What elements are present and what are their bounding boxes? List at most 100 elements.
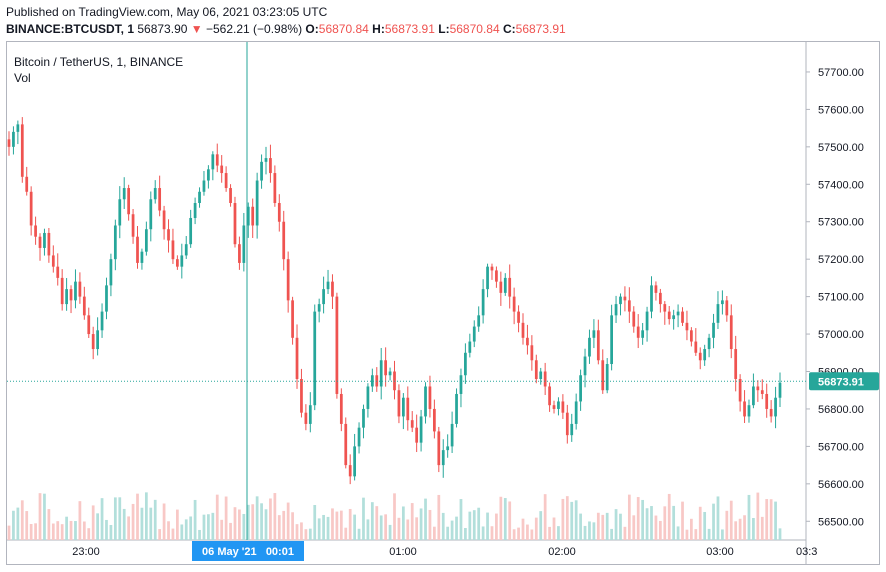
volume-bar (43, 493, 46, 540)
candle-body (326, 281, 330, 290)
volume-bar (251, 504, 255, 540)
price-change: −562.21 (−0.98%) (206, 22, 303, 36)
candle-body (464, 352, 467, 376)
candle-body (158, 188, 162, 211)
price-tick-label: 57400.00 (818, 179, 864, 191)
candle-body (207, 169, 210, 181)
candle-body (667, 311, 671, 320)
candle-body (344, 423, 348, 466)
volume-bar (654, 515, 658, 540)
candle-body (282, 221, 286, 260)
candle-body (246, 206, 250, 226)
candle-body (512, 296, 516, 312)
candle-body (286, 259, 290, 301)
candle-body (91, 334, 95, 350)
candle-body (521, 322, 525, 338)
candle-body (752, 386, 755, 406)
volume-bar (658, 520, 662, 540)
candle-body (167, 229, 170, 241)
time-tick-label: 23:00 (72, 546, 100, 558)
candle-body (676, 311, 680, 316)
volume-bar (269, 498, 272, 540)
volume-bar (495, 513, 498, 540)
volume-bar (632, 515, 636, 540)
candle-body (561, 401, 565, 413)
volume-bar (437, 494, 441, 540)
candle-body (455, 393, 458, 424)
volume-bar (260, 503, 263, 540)
volume-bar (300, 522, 303, 540)
candle-body (645, 311, 649, 331)
candle-body (446, 446, 450, 451)
volume-bar (207, 514, 210, 540)
candle-body (477, 315, 481, 327)
candle-body (122, 188, 126, 200)
volume-bar (521, 518, 525, 540)
candle-body (379, 360, 383, 387)
volume-bar (433, 526, 436, 540)
candle-body (144, 229, 148, 252)
candle-body (397, 390, 401, 417)
volume-bar (105, 519, 108, 540)
volume-bar (255, 496, 259, 540)
volume-bar (313, 505, 317, 540)
time-tick-label: 03:3 (796, 546, 817, 558)
candle-body (685, 322, 689, 331)
candle-body (734, 349, 738, 379)
volume-bar (712, 503, 715, 540)
candle-body (82, 296, 86, 316)
time-tick-label: 01:00 (389, 546, 417, 558)
volume-bar (623, 526, 627, 540)
volume-bar (238, 509, 241, 540)
volume-bar (131, 503, 135, 540)
candle-body (180, 255, 184, 267)
volume-bar (233, 507, 237, 540)
volume-bar (526, 524, 529, 540)
volume-bar (366, 519, 370, 540)
candle-body (419, 416, 423, 443)
candle-body (184, 244, 188, 256)
candle-body (20, 124, 24, 177)
candle-body (663, 304, 667, 312)
high-value: 56873.91 (384, 22, 435, 36)
candle-body (242, 225, 246, 263)
volume-bar (596, 512, 600, 540)
candle-body (238, 244, 241, 263)
candle-body (605, 364, 609, 391)
candle-body (526, 337, 529, 346)
volume-bar (34, 523, 37, 540)
volume-bar (202, 514, 206, 540)
volume-bar (184, 519, 188, 540)
price-tick-label: 57300.00 (818, 217, 864, 229)
volume-bar (393, 493, 396, 540)
candle-body (650, 285, 653, 312)
volume-bar (477, 507, 481, 540)
symbol-label: BINANCE:BTCUSDT, 1 (6, 22, 135, 36)
volume-bar (676, 526, 680, 540)
candle-body (264, 158, 268, 162)
price-tick-label: 57500.00 (818, 142, 864, 154)
candle-body (60, 277, 64, 305)
volume-bar (729, 500, 733, 540)
candle-body (96, 330, 99, 350)
close-label: C: (502, 22, 516, 36)
volume-bar (362, 497, 365, 540)
price-axis: 56500.0056600.0056700.0056800.0056900.00… (806, 67, 864, 528)
volume-bar (738, 518, 742, 540)
candle-body (78, 281, 82, 297)
candle-body (171, 240, 175, 260)
candle-body (131, 214, 135, 237)
candle-body (29, 191, 33, 226)
candle-body (38, 236, 42, 248)
volume-bar (7, 525, 11, 540)
volume-bar (162, 503, 166, 540)
published-caption: Published on TradingView.com, May 06, 20… (6, 5, 328, 19)
candle-body (623, 296, 627, 301)
volume-bar (419, 508, 423, 540)
candle-body (486, 266, 489, 290)
price-tick-label: 57700.00 (818, 67, 864, 79)
volume-bar (769, 499, 773, 540)
volume-bar (548, 526, 551, 540)
candle-body (769, 408, 773, 417)
